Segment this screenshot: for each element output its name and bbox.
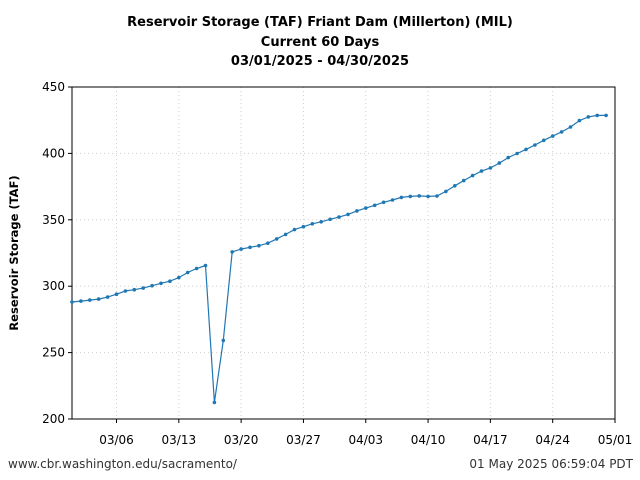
data-point <box>292 227 297 232</box>
y-axis-label: Reservoir Storage (TAF) <box>7 175 21 330</box>
data-point <box>542 138 546 143</box>
data-point <box>141 286 145 290</box>
data-point <box>346 212 350 217</box>
data-point <box>372 203 377 208</box>
data-point <box>310 222 315 226</box>
data-point <box>79 299 83 303</box>
y-tick-label: 450 <box>42 80 65 94</box>
data-point <box>577 118 582 123</box>
data-point <box>515 151 519 156</box>
data-point <box>408 194 413 199</box>
data-point <box>239 247 243 251</box>
data-point <box>533 143 537 147</box>
data-point <box>604 113 608 118</box>
data-point <box>399 195 404 200</box>
x-tick-label: 04/24 <box>535 433 570 447</box>
data-point <box>550 134 555 138</box>
data-point <box>586 115 591 119</box>
data-point <box>168 279 172 284</box>
data-point <box>328 217 332 222</box>
x-tick-label: 05/01 <box>598 433 633 447</box>
y-tick-label: 200 <box>42 412 65 426</box>
data-point <box>221 338 226 343</box>
data-point <box>390 198 395 202</box>
data-point <box>337 215 341 219</box>
data-point <box>123 289 128 293</box>
data-point <box>96 297 101 301</box>
chart-title: Reservoir Storage (TAF) Friant Dam (Mill… <box>127 15 513 30</box>
data-point <box>194 266 199 271</box>
data-point <box>470 173 475 178</box>
grid-lines <box>72 86 616 420</box>
y-tick-label: 350 <box>42 213 65 227</box>
data-point <box>568 125 573 129</box>
data-point <box>381 200 386 205</box>
x-tick-label: 04/03 <box>348 433 383 447</box>
data-point <box>88 298 92 302</box>
data-point <box>559 130 564 134</box>
x-tick-label: 03/06 <box>99 433 134 447</box>
data-point <box>185 270 190 275</box>
data-point <box>132 287 137 292</box>
footer-url: www.cbr.washington.edu/sacramento/ <box>8 457 237 471</box>
data-point <box>444 189 448 194</box>
data-point <box>70 300 74 304</box>
axes: 200 250 300 350 400 450 03/06 03/13 03/20 03/27 04… <box>42 80 632 447</box>
data-point <box>355 209 359 213</box>
chart-subtitle: Current 60 Days <box>260 35 380 50</box>
data-point <box>435 194 439 198</box>
data-point <box>479 169 484 173</box>
data-point <box>150 283 154 288</box>
data-point <box>274 237 279 241</box>
data-point <box>497 161 502 165</box>
data-point <box>230 250 234 254</box>
data-point <box>364 206 368 210</box>
data-point <box>461 178 466 183</box>
data-point <box>301 224 306 229</box>
data-point <box>453 184 457 188</box>
y-tick-label: 300 <box>42 279 65 293</box>
data-point <box>257 243 261 248</box>
data-series <box>70 113 608 405</box>
data-point <box>159 281 163 286</box>
data-point <box>248 245 252 250</box>
y-tick-label: 250 <box>42 346 65 360</box>
x-tick-label: 03/20 <box>224 433 259 447</box>
footer-timestamp: 01 May 2025 06:59:04 PDT <box>469 457 633 471</box>
x-tick-label: 03/27 <box>286 433 321 447</box>
plot-frame <box>71 86 616 420</box>
data-point <box>319 220 324 224</box>
x-tick-label: 04/10 <box>411 433 446 447</box>
data-point <box>177 275 181 280</box>
data-point <box>426 194 430 199</box>
data-point <box>524 147 528 152</box>
data-point <box>203 263 208 268</box>
x-tick-label: 03/13 <box>162 433 197 447</box>
data-point <box>417 194 422 198</box>
chart-date-range: 03/01/2025 - 04/30/2025 <box>230 54 410 69</box>
x-tick-label: 04/17 <box>473 433 508 447</box>
data-point <box>212 400 217 405</box>
data-point <box>506 155 511 160</box>
data-point <box>488 166 493 170</box>
data-point <box>595 113 599 118</box>
data-point <box>105 295 110 299</box>
y-tick-label: 400 <box>42 146 65 160</box>
data-point <box>283 232 288 237</box>
series-line <box>71 114 607 403</box>
data-point <box>266 241 270 245</box>
data-point <box>114 292 119 297</box>
